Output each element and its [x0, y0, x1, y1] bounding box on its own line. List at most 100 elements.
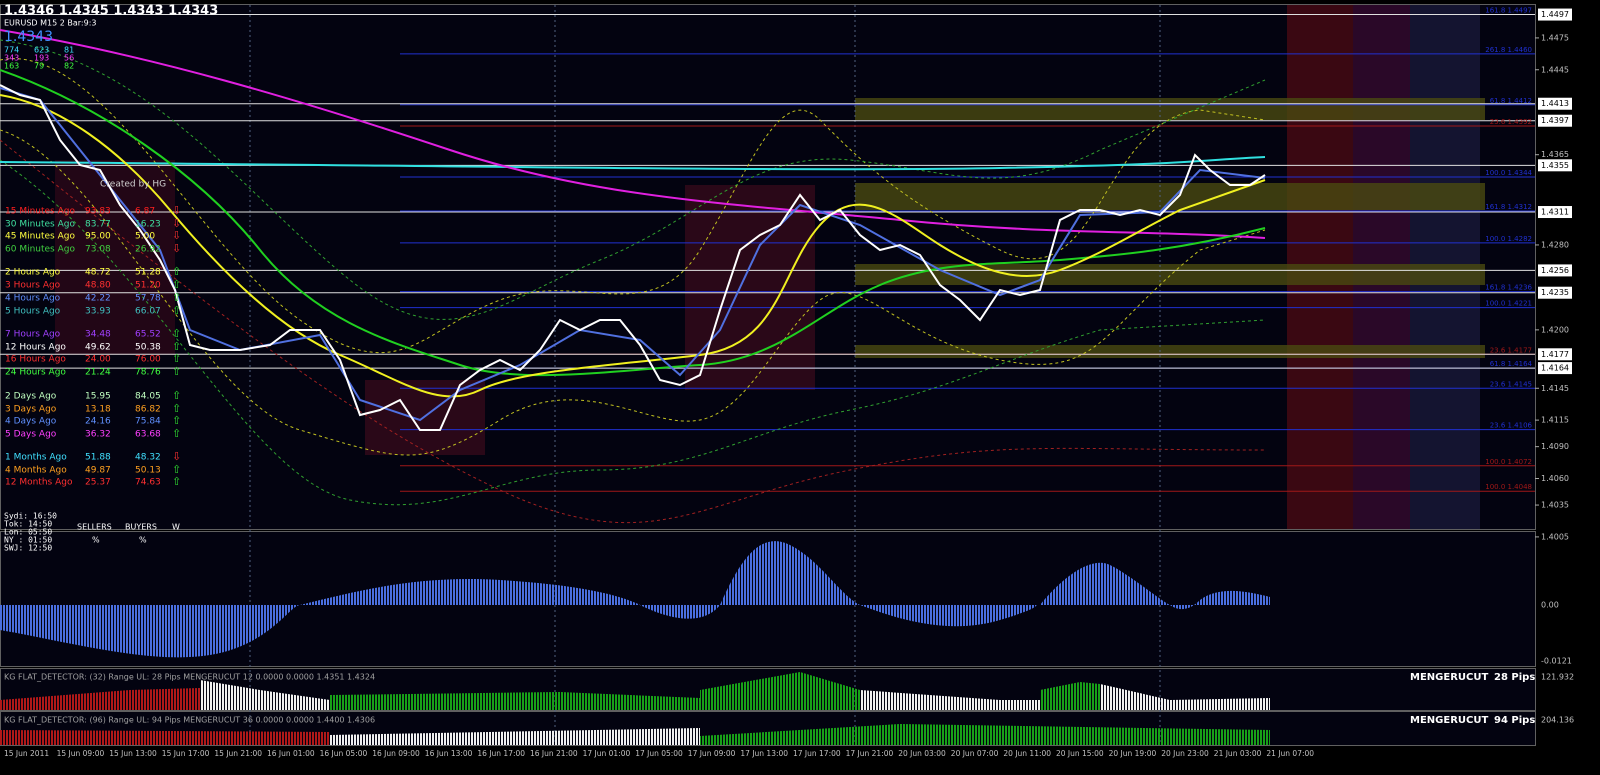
time-label: 17 Jun 01:00 — [583, 749, 631, 758]
price-label: 1.4445 — [1541, 65, 1569, 74]
arrow: ⇧ — [172, 352, 181, 365]
row-label: 12 Hours Ago — [5, 343, 66, 353]
ma-value: 82 — [64, 62, 74, 71]
time-label: 17 Jun 09:00 — [688, 749, 736, 758]
sellers: 48.80 — [85, 281, 111, 291]
time-label: 17 Jun 05:00 — [635, 749, 683, 758]
price-label: 1.4005 — [1541, 532, 1569, 541]
arrow: ⇩ — [172, 217, 181, 230]
buyers: 63.68 — [135, 430, 161, 440]
arrow: ⇩ — [172, 242, 181, 255]
price-label: 1.4060 — [1541, 474, 1569, 483]
time-label: 21 Jun 07:00 — [1266, 749, 1314, 758]
fib-label: 23.6 1.4392 — [1490, 118, 1532, 126]
fib-label: 161.8 1.4236 — [1485, 284, 1532, 292]
unit: % — [92, 536, 100, 545]
arrow: ⇧ — [172, 475, 181, 488]
row-label: 5 Hours Ago — [5, 307, 61, 317]
row-label: 1 Months Ago — [5, 453, 67, 463]
session: Sydi: 16:50 — [4, 512, 57, 521]
sellers: 42.22 — [85, 294, 111, 304]
levels — [0, 14, 1535, 492]
zone — [855, 264, 1485, 285]
row-label: 4 Days Ago — [5, 417, 57, 427]
price-label: 1.4475 — [1541, 33, 1569, 42]
ma-value: 623 — [34, 46, 49, 55]
row-label: 3 Days Ago — [5, 405, 57, 415]
price-line — [0, 84, 1266, 431]
price-box — [1538, 348, 1572, 361]
column-header: BUYERS — [125, 523, 157, 532]
price-label: 1.4280 — [1541, 240, 1569, 249]
fib-label: 61.8 1.4164 — [1490, 360, 1533, 368]
sellers: 24.00 — [85, 355, 111, 365]
buyers: 50.38 — [135, 343, 161, 353]
sellers: 15.95 — [85, 392, 111, 402]
row-label: 15 Minutes Ago — [5, 207, 75, 217]
fib-label: 100.0 1.4282 — [1485, 235, 1532, 243]
arrow: ⇧ — [172, 278, 181, 291]
flat-bars — [1100, 684, 1270, 710]
session: Lon: 05:50 — [4, 528, 52, 537]
fib-label: 23.6 1.4177 — [1490, 346, 1532, 354]
arrow: ⇧ — [172, 265, 181, 278]
price-label: 1.4397 — [1541, 116, 1569, 125]
flat-title: KG FLAT_DETECTOR: (32) Range UL: 28 Pips… — [4, 673, 375, 682]
column-header: SELLERS — [77, 523, 112, 532]
sellers: 73.08 — [85, 245, 111, 255]
time-label: 15 Jun 09:00 — [57, 749, 105, 758]
ma-blue — [0, 87, 1266, 422]
time-label: 15 Jun 13:00 — [109, 749, 157, 758]
flat-pips: 28 Pips — [1494, 672, 1535, 683]
price-label: 1.4164 — [1541, 364, 1569, 373]
flat-bars — [200, 680, 330, 710]
arrow: ⇧ — [172, 327, 181, 340]
time-label: 20 Jun 07:00 — [951, 749, 999, 758]
arrow: ⇩ — [172, 450, 181, 463]
price-box — [1538, 159, 1572, 172]
time-label: 15 Jun 21:00 — [214, 749, 262, 758]
row-label: 2 Days Ago — [5, 392, 57, 402]
buyers: 16.23 — [135, 220, 161, 230]
osc-label: -0.0121 — [1541, 657, 1572, 666]
session: SWJ: 12:50 — [4, 544, 52, 553]
buyers: 86.82 — [135, 405, 161, 415]
row-label: 3 Hours Ago — [5, 281, 61, 291]
sellers: 34.48 — [85, 330, 111, 340]
row-label: 16 Hours Ago — [5, 355, 66, 365]
fib-label: 261.8 1.4460 — [1485, 46, 1532, 54]
flat-bars — [860, 690, 1040, 710]
osc-label: 0.00 — [1541, 601, 1559, 610]
arrow: ⇧ — [172, 365, 181, 378]
buyers: 51.20 — [135, 281, 161, 291]
buyers: 65.52 — [135, 330, 161, 340]
time-label: 16 Jun 01:00 — [267, 749, 315, 758]
flat-title: KG FLAT_DETECTOR: (96) Range UL: 94 Pips… — [4, 716, 375, 725]
time-label: 16 Jun 05:00 — [320, 749, 368, 758]
band — [0, 159, 1266, 506]
price-label: 1.4311 — [1541, 208, 1569, 217]
price-box — [1538, 362, 1572, 375]
symbol: EURUSD M15 2 Bar:9:3 — [4, 19, 96, 28]
price-label: 1.4413 — [1541, 99, 1569, 108]
ma-value: 81 — [64, 46, 74, 55]
row-label: 2 Hours Ago — [5, 268, 61, 278]
fib-label: 161.8 1.4312 — [1485, 203, 1532, 211]
session: NY : 01:50 — [4, 536, 52, 545]
buyers: 6.87 — [135, 207, 155, 217]
sellers: 48.72 — [85, 268, 111, 278]
row-label: 4 Hours Ago — [5, 294, 61, 304]
price-label: 1.4145 — [1541, 384, 1569, 393]
arrow: ⇧ — [172, 463, 181, 476]
row-label: 45 Minutes Ago — [5, 232, 75, 242]
ma-green — [0, 69, 1266, 377]
flat-bars — [0, 730, 330, 745]
flat-axis: 121.932 — [1541, 673, 1574, 682]
price-box — [1538, 97, 1572, 110]
buyers: 84.05 — [135, 392, 161, 402]
time-label: 21 Jun 03:00 — [1214, 749, 1262, 758]
row-label: 30 Minutes Ago — [5, 220, 75, 230]
fib-label: 100.0 1.4344 — [1485, 169, 1532, 177]
